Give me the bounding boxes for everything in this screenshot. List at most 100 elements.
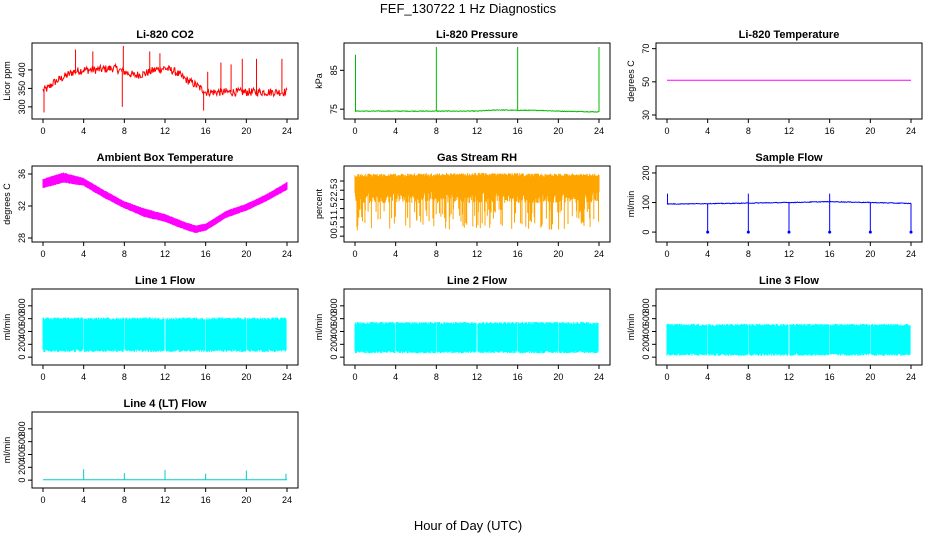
y-axis-label: ml/min <box>2 314 12 341</box>
x-tick-label: 12 <box>160 495 170 505</box>
panel-1: Li-820 CO2 Licor ppm 0 4 8 12 16 20 24 300 350 400 <box>2 29 299 136</box>
x-tick-label: 12 <box>472 372 482 382</box>
x-tick-label: 16 <box>825 249 835 259</box>
y-axis-label: kPa <box>314 73 324 89</box>
y-tick-label: 0 <box>329 355 339 360</box>
x-tick-label: 12 <box>160 126 170 136</box>
panel-9: Line 3 Flow ml/min 0 4 8 12 16 20 24 0 20040060080… <box>626 275 923 382</box>
x-tick-label: 20 <box>553 126 563 136</box>
x-tick-label: 0 <box>352 249 357 259</box>
y-tick-label: 600 <box>17 311 27 326</box>
x-tick-label: 16 <box>201 249 211 259</box>
plot-data <box>666 193 913 234</box>
y-tick-label: 0 <box>329 234 339 239</box>
panel-title: Gas Stream RH <box>437 152 517 164</box>
data-band <box>354 321 599 354</box>
x-tick-label: 24 <box>594 126 604 136</box>
y-tick-label: 1.5 <box>329 202 339 215</box>
x-tick-label: 20 <box>241 495 251 505</box>
y-tick-label: 50 <box>641 77 651 87</box>
x-tick-label: 8 <box>434 372 439 382</box>
x-tick-label: 4 <box>393 126 398 136</box>
x-tick-label: 12 <box>784 126 794 136</box>
x-tick-label: 20 <box>553 372 563 382</box>
panel-title: Line 4 (LT) Flow <box>124 398 207 410</box>
y-tick-label: 100 <box>641 195 651 210</box>
x-tick-label: 4 <box>81 372 86 382</box>
y-tick-label: 75 <box>329 104 339 114</box>
y-tick-label: 3 <box>329 179 339 184</box>
y-tick-label: 600 <box>329 311 339 326</box>
plot-data <box>43 469 287 481</box>
x-tick-label: 24 <box>906 249 916 259</box>
x-tick-label: 12 <box>160 249 170 259</box>
x-tick-label: 4 <box>81 249 86 259</box>
y-tick-label: 200 <box>329 337 339 352</box>
x-tick-label: 4 <box>393 249 398 259</box>
y-tick-label: 400 <box>17 62 27 77</box>
data-band <box>42 317 287 352</box>
data-line <box>42 62 288 98</box>
x-tick-label: 16 <box>201 126 211 136</box>
x-tick-label: 8 <box>434 249 439 259</box>
panel-title: Line 2 Flow <box>447 275 507 287</box>
y-tick-label: 70 <box>641 44 651 54</box>
y-tick-label: 300 <box>17 99 27 114</box>
y-tick-label: 0 <box>17 355 27 360</box>
y-axis-label: ml/min <box>626 314 636 341</box>
y-tick-label: 2.5 <box>329 184 339 197</box>
x-tick-label: 0 <box>352 372 357 382</box>
y-tick-label: 600 <box>641 311 651 326</box>
panel-title: Ambient Box Temperature <box>97 152 234 164</box>
plot-data <box>42 172 288 233</box>
x-tick-label: 12 <box>784 249 794 259</box>
y-tick-label: 200 <box>641 337 651 352</box>
x-tick-label: 20 <box>553 249 563 259</box>
panel-title: Sample Flow <box>755 152 823 164</box>
x-tick-label: 0 <box>664 126 669 136</box>
plot-frame <box>31 42 299 120</box>
panel-title: Li-820 Pressure <box>436 29 518 41</box>
panel-2: Li-820 Pressure kPa 0 4 8 12 16 20 24 75 85 <box>314 29 611 136</box>
x-tick-label: 24 <box>594 249 604 259</box>
plot-data <box>354 321 599 354</box>
x-tick-label: 0 <box>40 372 45 382</box>
x-tick-label: 12 <box>472 249 482 259</box>
x-tick-label: 24 <box>594 372 604 382</box>
y-tick-label: 32 <box>17 201 27 211</box>
data-line <box>354 109 600 113</box>
x-tick-label: 20 <box>865 372 875 382</box>
y-tick-label: 30 <box>641 110 651 120</box>
panel-4: Ambient Box Temperature degrees C 0 4 8 12 16 2… <box>2 152 299 259</box>
panel-title: Li-820 CO2 <box>136 29 193 41</box>
x-tick-label: 16 <box>825 126 835 136</box>
data-band <box>354 172 600 231</box>
x-tick-label: 4 <box>393 372 398 382</box>
x-tick-label: 16 <box>201 372 211 382</box>
x-tick-label: 24 <box>906 372 916 382</box>
x-tick-label: 0 <box>664 372 669 382</box>
y-axis-label: degrees C <box>626 60 636 102</box>
x-tick-label: 24 <box>282 249 292 259</box>
x-tick-label: 8 <box>746 372 751 382</box>
y-tick-label: 0 <box>641 355 651 360</box>
y-tick-label: 400 <box>329 324 339 339</box>
x-tick-label: 24 <box>282 126 292 136</box>
y-tick-label: 0.5 <box>329 221 339 234</box>
data-dip-point <box>706 230 710 234</box>
y-tick-label: 2 <box>329 197 339 202</box>
plot-data <box>354 172 600 231</box>
x-tick-label: 4 <box>81 126 86 136</box>
panel-3: Li-820 Temperature degrees C 0 4 8 12 16 20 24 30… <box>626 29 923 136</box>
y-tick-label: 200 <box>641 165 651 180</box>
y-axis-label: ml/min <box>626 191 636 218</box>
y-tick-label: 400 <box>17 447 27 462</box>
x-tick-label: 0 <box>40 249 45 259</box>
data-dip-point <box>868 230 872 234</box>
x-tick-label: 0 <box>40 495 45 505</box>
x-tick-label: 16 <box>201 495 211 505</box>
plot-data <box>354 47 600 113</box>
x-tick-label: 16 <box>513 126 523 136</box>
x-tick-label: 4 <box>705 126 710 136</box>
plot-data <box>42 45 288 113</box>
